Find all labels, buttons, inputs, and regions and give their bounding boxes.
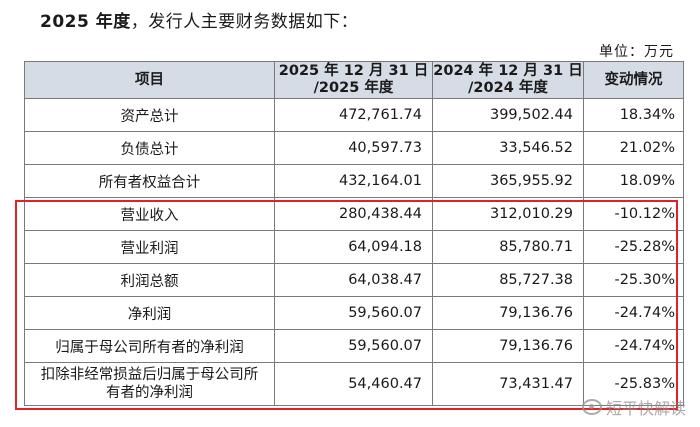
row-2025-value: 64,094.18	[274, 230, 433, 264]
row-2025-value: 40,597.73	[274, 131, 433, 165]
table-header-row: 项目 2025 年 12 月 31 日 /2025 年度 2024 年 12 月…	[24, 61, 684, 99]
row-2024-value: 79,136.76	[432, 329, 584, 363]
table-row: 营业收入 280,438.44 312,010.29 -10.12%	[24, 197, 684, 231]
row-item: 扣除非经常损益后归属于母公司所 有者的净利润	[24, 362, 275, 406]
header-2025-line1: 2025 年 12 月 31 日	[278, 63, 429, 79]
header-2024-line2: /2024 年度	[468, 80, 548, 96]
row-change: 18.09%	[583, 164, 684, 198]
row-2024-value: 85,727.38	[432, 263, 584, 297]
table-row: 所有者权益合计 432,164.01 365,955.92 18.09%	[24, 164, 684, 198]
row-2025-value: 59,560.07	[274, 329, 433, 363]
row-item: 净利润	[24, 296, 275, 330]
row-change: -25.28%	[583, 230, 684, 264]
row-change: 18.34%	[583, 98, 684, 132]
row-change: -25.83%	[583, 362, 684, 406]
unit-label: 单位：万元	[599, 44, 674, 60]
watermark: 短平快解读	[581, 395, 686, 419]
row-item: 营业利润	[24, 230, 275, 264]
table-row: 净利润 59,560.07 79,136.76 -24.74%	[24, 296, 684, 330]
row-2025-value: 59,560.07	[274, 296, 433, 330]
row-item: 负债总计	[24, 131, 275, 165]
row-2025-value: 472,761.74	[274, 98, 433, 132]
header-item: 项目	[24, 61, 275, 99]
row-item: 利润总额	[24, 263, 275, 297]
table-row: 资产总计 472,761.74 399,502.44 18.34%	[24, 98, 684, 132]
row-item: 资产总计	[24, 98, 275, 132]
row-change: -24.74%	[583, 296, 684, 330]
header-2024-line1: 2024 年 12 月 31 日	[433, 63, 583, 79]
row-2025-value: 280,438.44	[274, 197, 433, 231]
row-2024-value: 399,502.44	[432, 98, 584, 132]
row-change: -25.30%	[583, 263, 684, 297]
intro-caption: ，发行人主要财务数据如下：	[130, 12, 359, 32]
row-item: 所有者权益合计	[24, 164, 275, 198]
row-change: 21.02%	[583, 131, 684, 165]
financial-data-table: 项目 2025 年 12 月 31 日 /2025 年度 2024 年 12 月…	[24, 61, 684, 406]
intro-text: 2025 年度，发行人主要财务数据如下：	[40, 7, 358, 32]
row-2024-value: 79,136.76	[432, 296, 584, 330]
row-2025-value: 432,164.01	[274, 164, 433, 198]
table-row: 归属于母公司所有者的净利润 59,560.07 79,136.76 -24.74…	[24, 329, 684, 363]
row-item: 营业收入	[24, 197, 275, 231]
table-row: 扣除非经常损益后归属于母公司所 有者的净利润 54,460.47 73,431.…	[24, 362, 684, 406]
row-2024-value: 312,010.29	[432, 197, 584, 231]
row-2024-value: 85,780.71	[432, 230, 584, 264]
table-row: 利润总额 64,038.47 85,727.38 -25.30%	[24, 263, 684, 297]
row-item-line1: 扣除非经常损益后归属于母公司所	[40, 367, 259, 383]
header-2025-line2: /2025 年度	[313, 80, 394, 96]
row-2024-value: 365,955.92	[432, 164, 584, 198]
watermark-text: 短平快解读	[605, 399, 686, 418]
header-2025: 2025 年 12 月 31 日 /2025 年度	[274, 61, 433, 99]
header-change: 变动情况	[583, 61, 684, 99]
row-2025-value: 54,460.47	[274, 362, 433, 406]
table-row: 负债总计 40,597.73 33,546.52 21.02%	[24, 131, 684, 165]
row-change: -10.12%	[583, 197, 684, 231]
row-item-line2: 有者的净利润	[106, 385, 193, 401]
row-2025-value: 64,038.47	[274, 263, 433, 297]
row-2024-value: 33,546.52	[432, 131, 584, 165]
header-2024: 2024 年 12 月 31 日 /2024 年度	[432, 61, 584, 99]
row-item: 归属于母公司所有者的净利润	[24, 329, 275, 363]
row-change: -24.74%	[583, 329, 684, 363]
weibo-icon	[581, 399, 602, 415]
intro-year: 2025 年度	[40, 12, 131, 32]
table-row: 营业利润 64,094.18 85,780.71 -25.28%	[24, 230, 684, 264]
row-2024-value: 73,431.47	[432, 362, 584, 406]
